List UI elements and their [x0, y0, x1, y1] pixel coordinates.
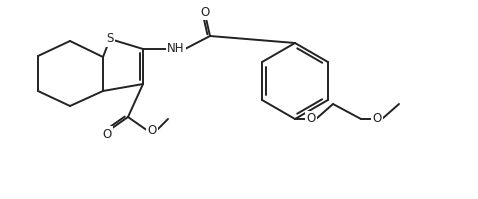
Text: NH: NH — [167, 43, 185, 56]
Text: O: O — [306, 112, 315, 126]
Text: O: O — [200, 6, 210, 19]
Text: O: O — [372, 112, 381, 126]
Text: S: S — [106, 32, 114, 46]
Text: O: O — [147, 125, 157, 138]
Text: O: O — [102, 128, 112, 140]
